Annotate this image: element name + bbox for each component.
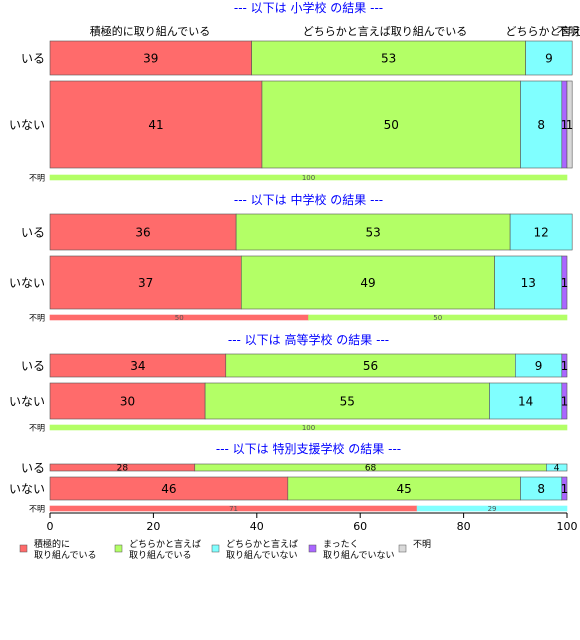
legend-label: どちらかと言えば [129,538,201,550]
x-tick-label: 100 [557,520,578,533]
legend-label: どちらかと言えば [226,538,298,550]
x-tick-label: 20 [146,520,160,533]
bar-value-label: 30 [120,394,135,408]
legend-swatch [399,545,406,552]
x-tick-label: 80 [457,520,471,533]
unknown-row-label: 不明 [29,314,45,323]
bar-value-label: 71 [229,505,238,513]
row-label: いる [21,359,45,373]
unknown-row-label: 不明 [29,505,45,514]
bar-value-label: 49 [360,276,375,290]
bar-value-label: 39 [143,51,158,65]
legend-label: 不明 [413,539,431,550]
legend-swatch [115,545,122,552]
unknown-row-label: 不明 [29,174,45,183]
bar-value-label: 8 [537,118,545,132]
bar-value-label: 50 [175,314,184,322]
group-title: --- 以下は 特別支援学校 の結果 --- [216,441,401,456]
group-title: --- 以下は 高等学校 の結果 --- [228,332,389,347]
bar-value-label: 46 [161,482,176,496]
bar-value-label: 28 [117,464,129,474]
legend-label: まったく [323,539,359,550]
bar-value-label: 9 [545,51,553,65]
group-title: --- 以下は 中学校 の結果 --- [234,192,383,207]
bar-value-label: 100 [302,174,315,182]
group-title: --- 以下は 小学校 の結果 --- [234,0,383,15]
bar-value-label: 55 [340,394,355,408]
bar-value-label: 50 [433,314,442,322]
bar-value-label: 12 [534,225,549,239]
bar-value-label: 34 [130,359,145,373]
bar-value-label: 56 [363,359,378,373]
row-label: いない [9,276,45,290]
bar-value-label: 100 [302,424,315,432]
bar-value-label: 1 [561,276,569,290]
bar-value-label: 1 [561,394,569,408]
bar-value-label: 41 [148,118,163,132]
unknown-row-label: 不明 [29,424,45,433]
column-header-label: 積極的に取り組んでいる [90,24,210,38]
bar-value-label: 14 [518,394,533,408]
legend-swatch [20,545,27,552]
row-label: いない [9,482,45,496]
bar-value-label: 9 [535,359,543,373]
legend-label: 積極的に [34,538,70,550]
bar-value-label: 45 [397,482,412,496]
row-label: いない [9,395,45,409]
bar-value-label: 1 [561,482,569,496]
bar-value-label: 36 [135,225,150,239]
legend-label: 取り組んでいる [129,549,192,561]
column-header-label: どちらかと言えば取り組んでいる [303,25,467,38]
bar-value-label: 4 [554,464,560,474]
bar-value-label: 1 [561,359,569,373]
column-header-label: 不明 [557,25,579,38]
row-label: いる [21,461,45,475]
legend-label: 取り組んでいる [34,549,97,561]
legend-swatch [212,545,219,552]
legend-swatch [309,545,316,552]
bar-value-label: 29 [488,505,497,513]
bar-value-label: 53 [365,225,380,239]
bar-value-label: 1 [566,118,574,132]
bar-value-label: 13 [521,276,536,290]
bar-value-label: 37 [138,276,153,290]
bar-value-label: 53 [381,51,396,65]
x-tick-label: 40 [250,520,264,533]
bar-value-label: 8 [537,482,545,496]
x-tick-label: 60 [353,520,367,533]
x-tick-label: 0 [47,520,54,533]
legend-label: 取り組んでいない [323,549,395,561]
bar-value-label: 50 [384,118,399,132]
bar-value-label: 68 [365,464,377,474]
row-label: いる [21,226,45,240]
row-label: いない [9,118,45,132]
row-label: いる [21,52,45,66]
legend-label: 取り組んでいない [226,549,298,561]
